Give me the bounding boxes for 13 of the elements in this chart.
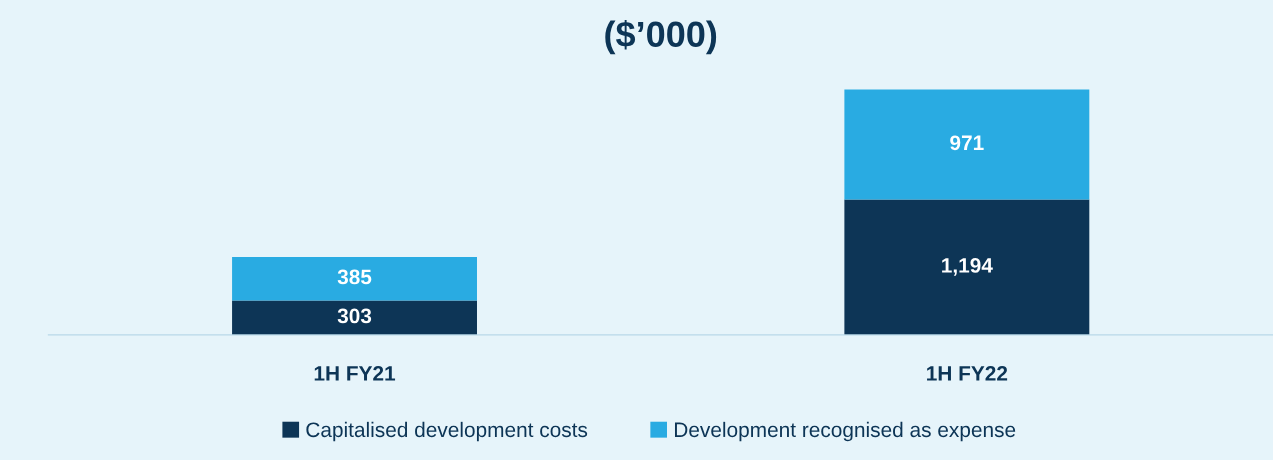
bar: [232, 300, 477, 335]
x-tick-label: 1H FY21: [314, 365, 396, 381]
legend-label: Capitalised development costs: [306, 421, 588, 442]
bar: [232, 256, 477, 301]
data-label: 1,194: [942, 258, 993, 276]
legend-label: Development recognised as expense: [674, 421, 1016, 442]
data-label: 303: [337, 308, 372, 324]
chart-title: ($’000): [605, 19, 717, 55]
bar: [844, 199, 1090, 335]
x-tick-label: 1H FY22: [927, 365, 1008, 381]
data-label: 971: [950, 135, 984, 151]
data-label: 385: [337, 269, 372, 285]
bar: [844, 89, 1090, 200]
